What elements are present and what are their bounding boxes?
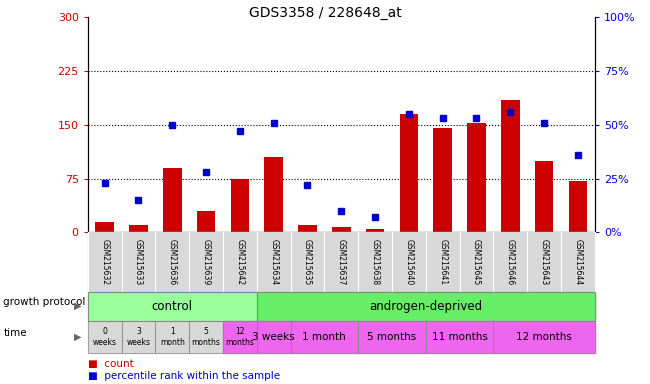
Text: 3
weeks: 3 weeks [127,327,150,347]
Text: ■  percentile rank within the sample: ■ percentile rank within the sample [88,371,280,381]
Text: androgen-deprived: androgen-deprived [369,300,482,313]
Text: GSM215636: GSM215636 [168,239,177,285]
Text: GSM215641: GSM215641 [438,239,447,285]
Bar [569,181,587,232]
Text: growth protocol: growth protocol [3,297,86,308]
Text: time: time [3,328,27,338]
Text: 5 months: 5 months [367,332,417,342]
Bar [163,168,181,232]
Text: ■  count: ■ count [88,359,133,369]
Text: GSM215646: GSM215646 [506,239,515,285]
Bar [366,229,384,232]
Bar [332,227,350,232]
Text: GSM215645: GSM215645 [472,239,481,285]
Text: GSM215633: GSM215633 [134,239,143,285]
Text: 1 month: 1 month [302,332,346,342]
Bar [129,225,148,232]
Text: control: control [151,300,193,313]
Text: ▶: ▶ [73,332,81,342]
Text: 12 months: 12 months [516,332,572,342]
Text: GDS3358 / 228648_at: GDS3358 / 228648_at [248,6,402,20]
Text: GSM215637: GSM215637 [337,239,346,285]
Bar [231,179,249,232]
Text: 1
month: 1 month [160,327,185,347]
Text: 3 weeks: 3 weeks [252,332,295,342]
Bar [265,157,283,232]
Text: 0
weeks: 0 weeks [93,327,116,347]
Text: 5
months: 5 months [192,327,220,347]
Text: GSM215632: GSM215632 [100,239,109,285]
Bar [96,222,114,232]
Text: GSM215634: GSM215634 [269,239,278,285]
Bar [501,100,519,232]
Text: ▶: ▶ [73,301,81,311]
Bar [400,114,418,232]
Text: GSM215639: GSM215639 [202,239,211,285]
Text: GSM215643: GSM215643 [540,239,549,285]
Text: GSM215642: GSM215642 [235,239,244,285]
Bar [535,161,553,232]
Bar [434,128,452,232]
Text: 12
months: 12 months [226,327,254,347]
Text: GSM215640: GSM215640 [404,239,413,285]
Text: GSM215638: GSM215638 [370,239,380,285]
Bar [467,123,486,232]
Text: GSM215644: GSM215644 [573,239,582,285]
Text: 11 months: 11 months [432,332,488,342]
Bar [197,211,215,232]
Text: GSM215635: GSM215635 [303,239,312,285]
Bar [298,225,317,232]
